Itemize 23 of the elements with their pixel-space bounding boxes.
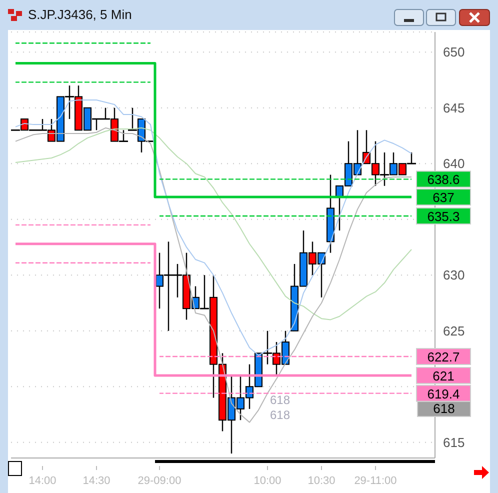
data-label: 635.3 <box>427 209 460 224</box>
text: 618 <box>417 401 471 417</box>
data-label: 621 <box>432 368 454 384</box>
y-tick-label: 625 <box>443 323 465 338</box>
data-label: 622.7 <box>427 350 460 365</box>
annotation: 618 <box>270 393 290 407</box>
line-series <box>15 100 412 356</box>
chart-title: S.JP.J3436, 5 Min <box>28 7 132 22</box>
x-tick-label: 14:00 <box>28 475 56 487</box>
x-tick-label: 10:00 <box>254 475 282 487</box>
y-tick-label: 640 <box>443 156 465 172</box>
data-label: 619.4 <box>427 386 460 402</box>
y-tick-label: 630 <box>443 268 465 283</box>
x-tick-label: 14:30 <box>82 475 110 487</box>
y-tick-label: 615 <box>443 435 465 450</box>
x-tick-label: 29-09:00 <box>138 475 182 487</box>
data-label: 638.6 <box>427 172 460 188</box>
y-tick-label: 645 <box>443 100 465 116</box>
data-label: 637 <box>432 190 454 206</box>
annotation: 618 <box>270 408 290 422</box>
x-tick-label: 10:30 <box>308 475 336 487</box>
x-tick-label: 29-11:00 <box>354 475 397 487</box>
y-tick-label: 650 <box>443 44 465 60</box>
